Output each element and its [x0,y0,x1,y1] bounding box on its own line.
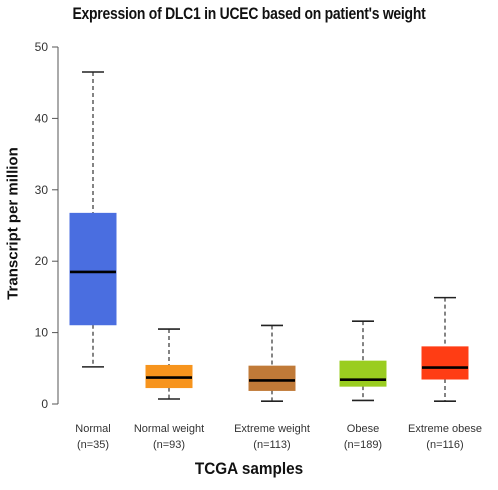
y-tick-label: 0 [41,397,48,411]
category-label: Normal [75,423,110,435]
category-count-label: (n=116) [426,439,463,451]
category-count-label: (n=35) [77,439,109,451]
y-axis-title: Transcript per million [4,147,22,300]
box-extreme-weight [248,324,296,402]
y-tick-label: 30 [35,183,49,197]
y-axis-ticks: 0 10 20 30 40 50 [35,40,58,411]
box-normal [69,71,117,368]
chart-title: Expression of DLC1 in UCEC based on pati… [72,4,426,23]
category-label: Normal weight [134,423,204,435]
category-label: Obese [347,423,379,435]
iqr-box [421,346,469,380]
y-tick-label: 10 [35,326,49,340]
category-count-label: (n=113) [253,439,290,451]
y-tick-label: 20 [35,254,49,268]
category-count-label: (n=93) [153,439,185,451]
box-normal-weight [145,328,193,400]
y-tick-label: 50 [35,40,49,54]
category-count-label: (n=189) [344,439,382,451]
y-tick-label: 40 [35,111,49,125]
box-series [69,71,469,402]
category-label: Extreme weight [234,423,310,435]
x-axis-labels: Normal (n=35) Normal weight (n=93) Extreme w… [75,423,482,451]
iqr-box [339,360,387,387]
x-axis-title: TCGA samples [194,459,304,478]
iqr-box [248,365,296,391]
category-label: Extreme obese [408,423,482,435]
box-extreme-obese [421,296,469,402]
iqr-box [69,212,117,326]
box-obese [339,320,387,402]
